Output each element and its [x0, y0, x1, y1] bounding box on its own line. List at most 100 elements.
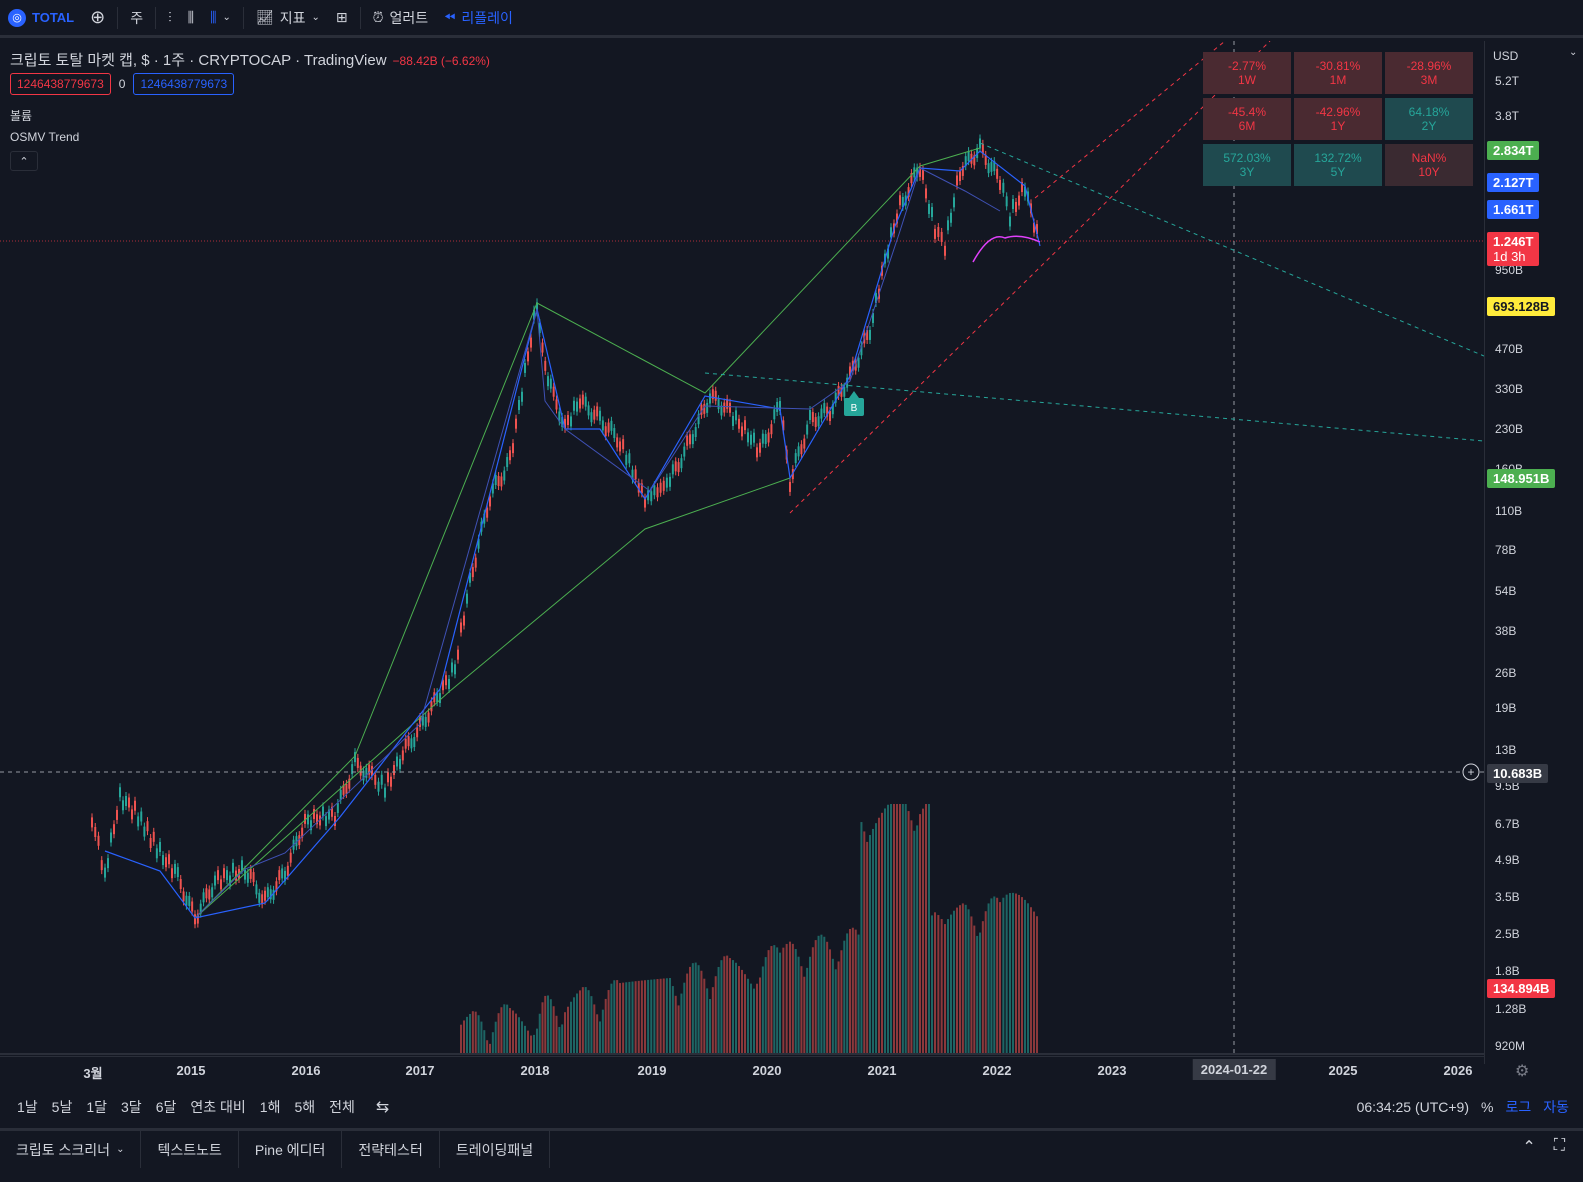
volume-bar: [460, 1024, 462, 1054]
bottom-tab[interactable]: 크립토 스크리너 ⌄: [0, 1131, 142, 1168]
range-button[interactable]: 1해: [259, 1099, 281, 1115]
candle-body: [146, 821, 149, 832]
range-button[interactable]: 5날: [51, 1099, 73, 1115]
currency-label[interactable]: USD: [1493, 49, 1519, 63]
range-button[interactable]: 연초 대비: [190, 1099, 246, 1115]
candle-body: [454, 664, 456, 675]
volume-bar: [677, 1005, 680, 1054]
volume-bar: [834, 969, 837, 1054]
percent-toggle[interactable]: %: [1481, 1099, 1494, 1115]
chevron-up-icon: ⌃: [19, 155, 29, 168]
compare-symbol-button[interactable]: ⊕: [82, 0, 113, 37]
bottom-panel-tabs: 크립토 스크리너 ⌄ 텍스트노트 Pine 에디터 전략테스터 트레이딩패널 ⌃ ⛶: [0, 1128, 1583, 1168]
chart-pane[interactable]: B + 크립토 토탈 마켓 캡, $ · 1주 · CRYPTOCAP · Tra…: [0, 41, 1498, 1064]
volume-indicator-label[interactable]: 볼륨: [10, 109, 33, 123]
volume-bar: [820, 934, 823, 1054]
sell-button[interactable]: 1246438779673: [10, 73, 111, 95]
candle-body: [235, 870, 237, 881]
volume-bar: [785, 943, 788, 1054]
time-axis-label: 2021: [867, 1063, 897, 1078]
performance-value: 572.03%: [1223, 151, 1271, 165]
range-button[interactable]: 1달: [86, 1099, 108, 1115]
price-axis-label: 13B: [1495, 743, 1517, 757]
osmv-indicator-label[interactable]: OSMV Trend: [10, 130, 80, 144]
volume-bar: [809, 956, 811, 1054]
candle-body: [756, 447, 758, 458]
clock-label[interactable]: 06:34:25 (UTC+9): [1356, 1099, 1470, 1115]
interval-button[interactable]: 주: [122, 0, 151, 37]
candle-body: [208, 889, 211, 900]
price-axis-label: 5.2T: [1495, 74, 1520, 88]
buy-button[interactable]: 1246438779673: [133, 73, 235, 95]
collapse-legend-button[interactable]: ⌃: [10, 151, 38, 171]
volume-bar: [806, 967, 809, 1054]
bottom-tab-label: 텍스트노트: [157, 1141, 222, 1158]
alert-button[interactable]: ⏰︎ 얼러트: [365, 0, 437, 37]
chevron-up-icon[interactable]: ⌃: [1522, 1139, 1536, 1156]
candle-style-button[interactable]: ⫼: [180, 0, 202, 37]
volume-bar: [644, 980, 646, 1054]
candle-body: [761, 433, 764, 444]
volume-bar: [497, 1013, 500, 1054]
volume-bar: [979, 932, 981, 1054]
price-axis[interactable]: USD ⌄ 5.2T3.8T2.8T1.9T950B470B330B230B16…: [1484, 41, 1583, 1064]
candle-body: [981, 143, 984, 154]
layout-button[interactable]: ⊞: [328, 0, 356, 37]
volume-bar: [950, 914, 952, 1054]
price-tag-value: 134.894B: [1493, 981, 1550, 996]
range-button[interactable]: 1날: [17, 1099, 38, 1115]
time-axis[interactable]: 3월 2015 2016 2017 2018 2019 2020 2021 2022 2023 20…: [0, 1056, 1484, 1084]
candle-body: [587, 405, 590, 416]
bottom-tab-label: 트레이딩패널: [455, 1141, 534, 1158]
candle-body: [125, 796, 127, 807]
volume-bar: [683, 982, 686, 1054]
chart-legend: 크립토 토탈 마켓 캡, $ · 1주 · CRYPTOCAP · Tradin…: [10, 49, 490, 70]
performance-period: 3Y: [1239, 165, 1255, 179]
bottom-tab[interactable]: 텍스트노트: [141, 1131, 239, 1168]
symbol-label: TOTAL: [32, 10, 75, 25]
candle-body: [671, 464, 674, 475]
candle-body: [961, 165, 964, 176]
settings-gear-icon[interactable]: ⚙: [1515, 1063, 1530, 1080]
maximize-icon[interactable]: ⛶: [1553, 1137, 1565, 1154]
divider: [359, 6, 361, 29]
volume-bar: [1024, 899, 1026, 1054]
candle-body: [631, 469, 634, 480]
candle-body: [261, 894, 264, 905]
bottom-tab[interactable]: 트레이딩패널: [440, 1131, 551, 1168]
price-tag: 693.128B: [1487, 297, 1556, 316]
range-button[interactable]: 전체: [329, 1099, 355, 1115]
range-button[interactable]: 5해: [294, 1099, 316, 1115]
bottom-tab[interactable]: 전략테스터: [342, 1131, 440, 1168]
volume-bar: [619, 983, 621, 1054]
range-button[interactable]: 3달: [121, 1099, 142, 1115]
chevron-down-icon[interactable]: ⌄: [1569, 47, 1578, 58]
candle-body: [451, 662, 453, 673]
osmv-trend-line: [972, 235, 1041, 263]
auto-toggle[interactable]: 자동: [1543, 1099, 1569, 1115]
volume-bar: [521, 1021, 523, 1054]
replay-button[interactable]: ⏪︎ 리플레이: [436, 0, 521, 37]
candle-body: [604, 426, 607, 437]
go-to-date-icon[interactable]: ⇆: [375, 1099, 390, 1116]
candle-body: [1015, 201, 1017, 212]
candle-body: [709, 393, 711, 404]
performance-period: 2Y: [1421, 119, 1437, 133]
log-toggle[interactable]: 로그: [1505, 1099, 1532, 1115]
range-button[interactable]: 6달: [155, 1099, 177, 1115]
performance-cell: NaN% 10Y: [1385, 144, 1473, 186]
candle-body: [665, 477, 668, 488]
candle-body: [950, 212, 952, 223]
volume-bar: [925, 804, 927, 1054]
candle-body: [351, 764, 354, 775]
candle-body: [264, 890, 266, 901]
candle-body: [1024, 186, 1026, 197]
volume-bar: [999, 902, 1001, 1054]
symbol-search[interactable]: ◎ TOTAL: [0, 0, 82, 37]
price-chart-svg[interactable]: B+: [0, 41, 1484, 1056]
volume-bar: [744, 974, 746, 1054]
bottom-tab[interactable]: Pine 에디터: [239, 1131, 343, 1168]
indicators-button[interactable]: 📈︎ 지표 ⌄: [248, 0, 328, 37]
bar-style-button[interactable]: ⫶: [160, 0, 180, 37]
hollow-candle-button[interactable]: ⫼ ⌄: [202, 0, 239, 37]
